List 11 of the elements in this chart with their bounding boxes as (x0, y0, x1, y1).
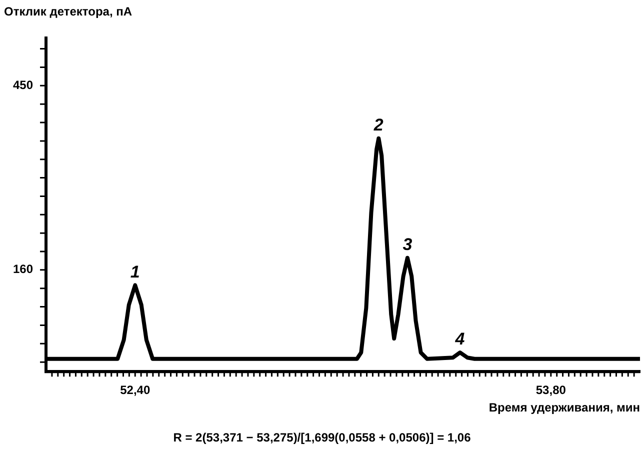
annotation: 1 (130, 262, 140, 282)
y-tick-label: 450 (12, 78, 34, 92)
y-axis-title: Отклик детектора, пА (4, 4, 132, 18)
annotation: 3 (402, 235, 413, 254)
annotation: 4 (454, 330, 466, 349)
y-tick-label: 160 (12, 262, 34, 276)
x-axis-title: Время удерживания, мин (488, 400, 640, 414)
x-tick-label: 52,40 (120, 383, 150, 398)
text: R = 2(53,371 − 53,275)/[1,699(0,0558 + 0,0506)] = 1,06 (173, 430, 472, 444)
annotation: 2 (372, 116, 384, 135)
x-tick-label: 53,80 (536, 383, 566, 398)
